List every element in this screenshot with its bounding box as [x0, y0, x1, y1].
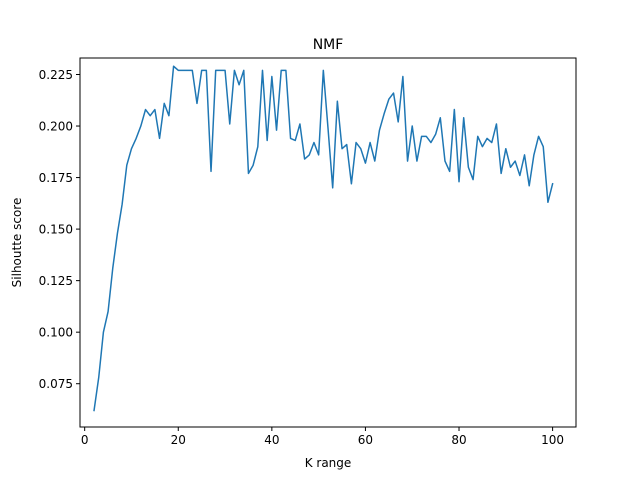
y-tick-label: 0.100	[39, 326, 73, 340]
x-tick-label: 80	[451, 433, 466, 447]
y-tick-label: 0.200	[39, 120, 73, 134]
x-tick-label: 40	[264, 433, 279, 447]
plot-area	[93, 65, 554, 412]
axes-frame	[79, 57, 577, 428]
y-tick-label: 0.225	[39, 68, 73, 82]
x-axis-label: K range	[305, 456, 352, 470]
y-tick-label: 0.075	[39, 377, 73, 391]
chart-title: NMF	[313, 37, 344, 53]
y-axis-ticks: 0.075 0.100 0.125 0.150 0.175 0.200 0.225	[39, 68, 80, 391]
y-tick-label: 0.150	[39, 223, 73, 237]
x-tick-label: 20	[171, 433, 186, 447]
y-tick-label: 0.125	[39, 274, 73, 288]
y-tick-label: 0.175	[39, 171, 73, 185]
x-axis-ticks: 0 20 40 60 80 100	[81, 427, 564, 447]
series-line-1	[93, 65, 554, 412]
y-axis-label: Silhoutte score	[10, 198, 24, 288]
x-tick-label: 0	[81, 433, 89, 447]
x-tick-label: 60	[358, 433, 373, 447]
x-tick-label: 100	[541, 433, 564, 447]
